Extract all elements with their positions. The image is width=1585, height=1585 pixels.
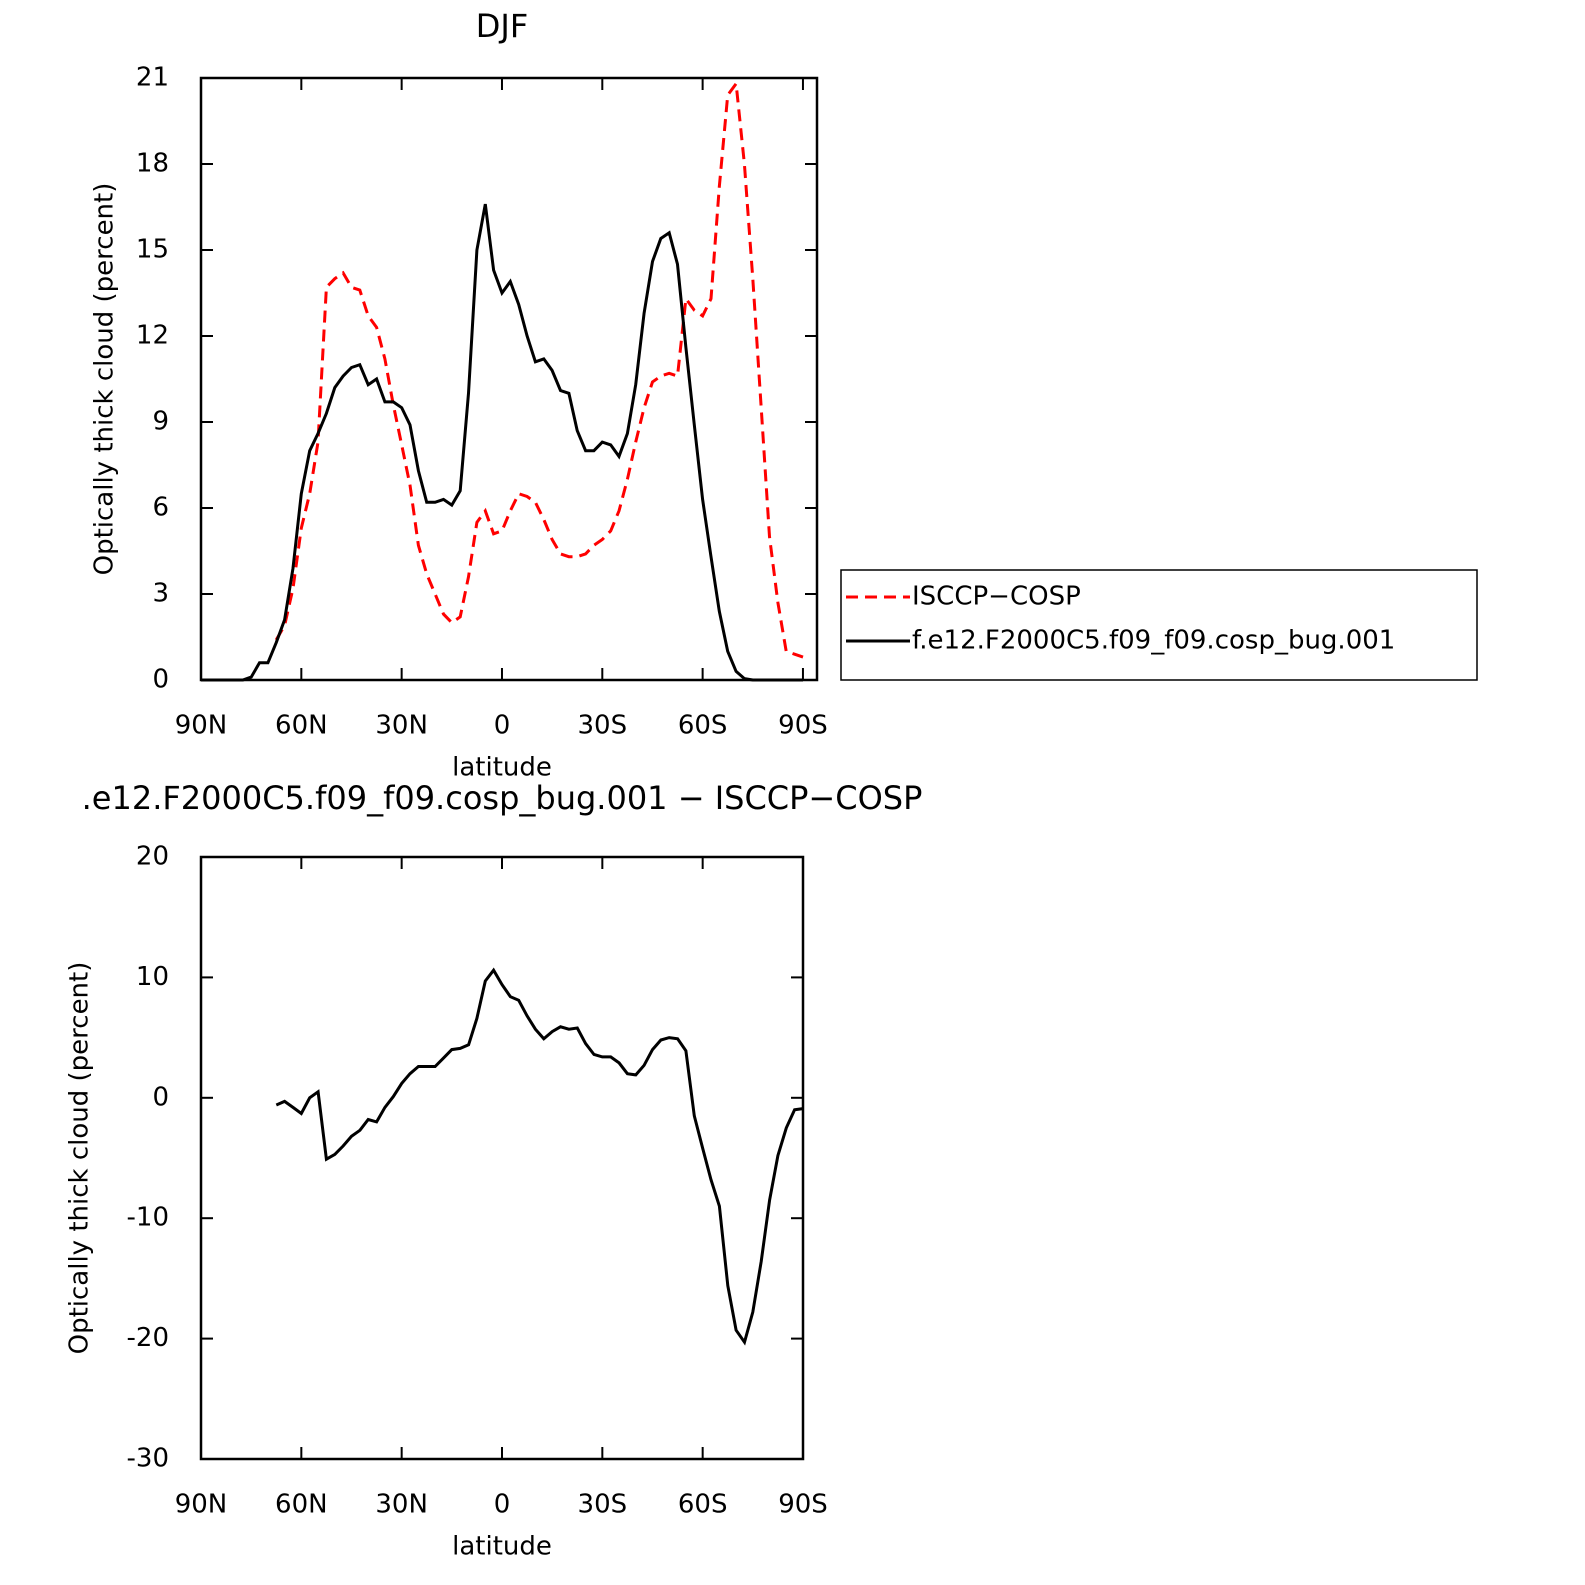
y-tick-label: 18 — [136, 149, 169, 179]
x-tick-label: 60N — [275, 1490, 328, 1520]
data-line — [274, 79, 804, 659]
y-tick-label: -10 — [127, 1203, 169, 1233]
data-line — [275, 967, 804, 1346]
x-tick-label: 90N — [175, 1490, 228, 1520]
y-tick-label: 0 — [152, 1082, 169, 1112]
y-tick-label: 20 — [136, 842, 169, 872]
y-tick-label: 9 — [152, 407, 169, 437]
x-tick-label: 0 — [494, 1490, 511, 1520]
y-axis-label: Optically thick cloud (percent) — [65, 962, 95, 1355]
chart-title: .e12.F2000C5.f09_f09.cosp_bug.001 − ISCC… — [82, 779, 923, 817]
y-tick-label: -30 — [127, 1444, 169, 1474]
y-tick-label: 6 — [152, 493, 169, 523]
y-tick-label: 21 — [136, 63, 169, 93]
x-axis-label: latitude — [452, 1532, 552, 1562]
y-tick-label: 15 — [136, 235, 169, 265]
x-tick-label: 60N — [275, 711, 328, 741]
y-tick-label: 10 — [136, 962, 169, 992]
legend-label: ISCCP−COSP — [912, 582, 1081, 612]
x-tick-label: 30S — [578, 1490, 628, 1520]
plot-frame — [199, 855, 805, 1461]
y-tick-label: -20 — [127, 1323, 169, 1353]
x-axis-label: latitude — [452, 753, 552, 783]
y-axis-label: Optically thick cloud (percent) — [90, 183, 120, 576]
chart-title: DJF — [476, 7, 528, 45]
legend-label: f.e12.F2000C5.f09_f09.cosp_bug.001 — [912, 626, 1395, 656]
x-tick-label: 60S — [678, 1490, 728, 1520]
x-tick-label: 90S — [778, 711, 828, 741]
x-tick-label: 60S — [678, 711, 728, 741]
y-tick-label: 12 — [136, 321, 169, 351]
x-tick-label: 90S — [778, 1490, 828, 1520]
y-tick-label: 3 — [152, 579, 169, 609]
x-tick-label: 90N — [175, 711, 228, 741]
data-line — [201, 203, 803, 682]
x-tick-label: 30S — [578, 711, 628, 741]
legend-box — [840, 569, 1478, 681]
y-tick-label: 0 — [152, 665, 169, 695]
plot-frame — [199, 76, 819, 682]
x-tick-label: 30N — [375, 711, 428, 741]
x-tick-label: 0 — [494, 711, 511, 741]
x-tick-label: 30N — [375, 1490, 428, 1520]
